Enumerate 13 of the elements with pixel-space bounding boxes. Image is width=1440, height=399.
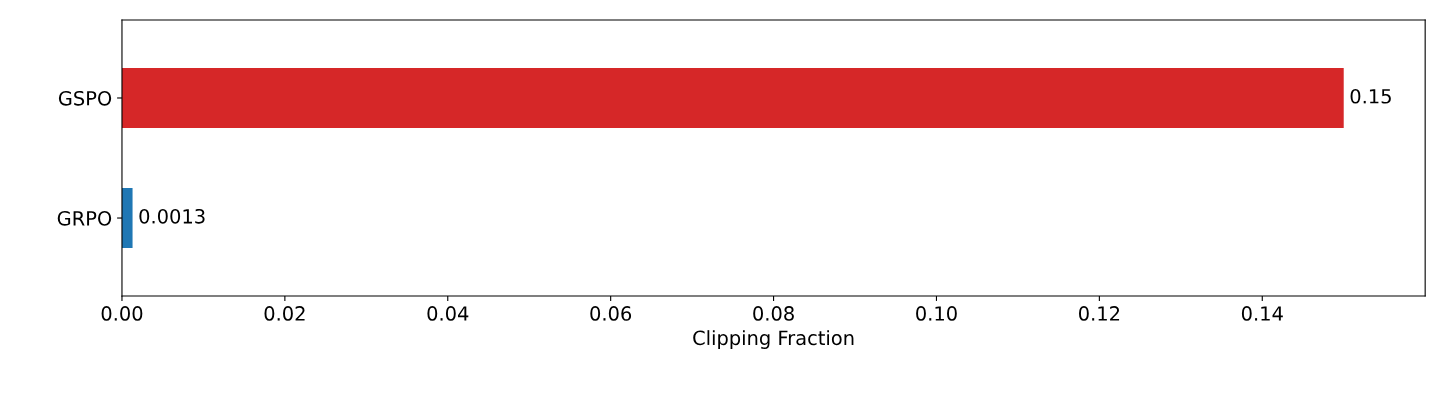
x-tick-label: 0.08 [753, 306, 794, 321]
data-label: 0.0013 [139, 208, 205, 224]
x-tick-label: 0.12 [1079, 306, 1120, 321]
y-tick-label: GRPO [57, 210, 112, 226]
x-tick-label: 0.06 [590, 306, 632, 321]
data-label: 0.15 [1350, 88, 1391, 104]
x-tick-label: 0.00 [101, 306, 143, 321]
x-tick-label: 0.02 [264, 306, 305, 321]
x-axis-title: Clipping Fraction [693, 330, 854, 349]
x-tick-label: 0.10 [916, 306, 957, 321]
x-tick-label: 0.14 [1241, 306, 1283, 321]
y-tick-label: GSPO [58, 90, 112, 106]
x-tick-label: 0.04 [427, 306, 469, 321]
